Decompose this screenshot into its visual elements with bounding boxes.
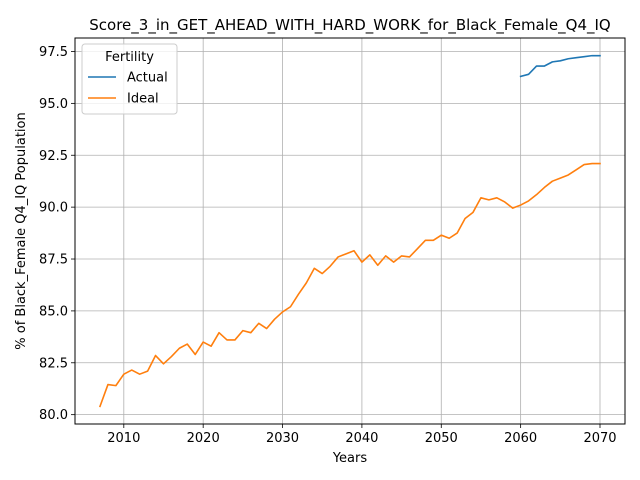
series-lines [98, 54, 601, 408]
series-line-ideal [98, 162, 601, 408]
legend-title: Fertility [105, 50, 154, 65]
y-tick-label: 92.5 [39, 149, 68, 164]
y-tick-label: 80.0 [39, 408, 68, 423]
series-line-actual [519, 54, 601, 78]
x-tick-label: 2050 [425, 431, 458, 446]
y-axis-label: % of Black_Female Q4_IQ Population [14, 112, 29, 349]
y-tick-label: 95.0 [39, 97, 68, 112]
y-tick-label: 97.5 [39, 45, 68, 60]
x-tick-label: 2010 [107, 431, 140, 446]
x-tick-label: 2040 [345, 431, 378, 446]
legend-label-actual: Actual [127, 71, 168, 86]
legend-label-ideal: Ideal [127, 92, 159, 107]
x-axis-label: Years [332, 451, 368, 466]
y-tick-label: 87.5 [39, 253, 68, 268]
x-tick-label: 2060 [504, 431, 537, 446]
y-tick-label: 82.5 [39, 356, 68, 371]
axis-ticks: 2010 2020 2030 2040 2050 2060 2070 80.0 82.5 85.0… [39, 45, 617, 446]
grid [75, 38, 625, 424]
legend-box [81, 43, 178, 115]
x-tick-label: 2020 [187, 431, 220, 446]
x-tick-label: 2070 [583, 431, 616, 446]
y-tick-label: 85.0 [39, 304, 68, 319]
x-tick-label: 2030 [266, 431, 299, 446]
chart-title: Score_3_in_GET_AHEAD_WITH_HARD_WORK_for_… [89, 16, 610, 35]
y-tick-label: 90.0 [39, 201, 68, 216]
legend-entries: Actual Ideal [88, 71, 168, 107]
legend: Fertility Actual Ideal [81, 43, 178, 115]
plot-frame [74, 37, 626, 425]
